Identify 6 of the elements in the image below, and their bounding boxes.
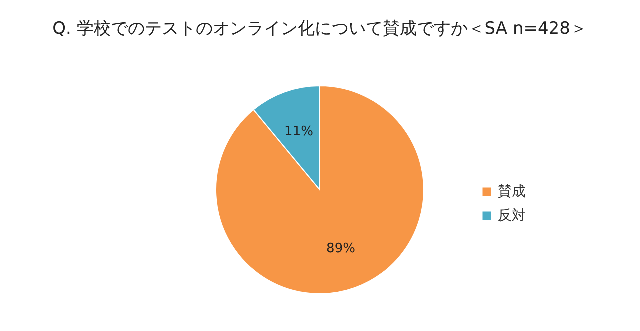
legend-label: 反対 (498, 208, 526, 224)
data-label: 11% (284, 124, 314, 140)
chart-title: Q. 学校でのテストのオンライン化について賛成ですか＜SA n=428＞ (52, 19, 588, 39)
pie-slice (216, 86, 424, 294)
legend-label: 賛成 (498, 184, 526, 200)
data-label: 89% (326, 241, 356, 256)
